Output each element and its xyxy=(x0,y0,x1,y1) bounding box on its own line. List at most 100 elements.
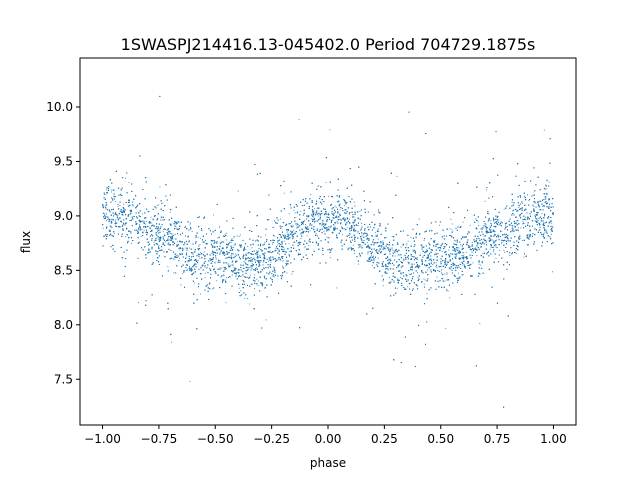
data-point xyxy=(259,261,261,263)
data-point xyxy=(344,228,346,230)
data-point xyxy=(536,202,538,204)
data-point xyxy=(268,219,270,221)
data-point xyxy=(396,175,398,177)
data-point xyxy=(540,200,542,202)
data-point xyxy=(303,219,305,221)
data-point xyxy=(305,231,307,233)
data-point xyxy=(533,201,534,203)
data-point xyxy=(123,203,125,205)
data-point xyxy=(238,287,240,289)
data-point xyxy=(119,211,121,213)
data-point xyxy=(177,255,179,257)
data-point xyxy=(370,258,372,260)
data-point xyxy=(298,252,300,254)
data-point xyxy=(552,271,554,273)
data-point xyxy=(105,193,107,195)
data-point xyxy=(442,242,444,244)
data-point xyxy=(416,257,418,259)
data-point xyxy=(474,247,476,249)
data-point xyxy=(372,256,374,258)
data-point xyxy=(435,262,437,264)
data-point xyxy=(543,232,545,234)
data-point xyxy=(497,236,499,238)
data-point xyxy=(518,206,520,208)
data-point xyxy=(219,260,221,262)
data-point xyxy=(385,237,387,239)
data-point xyxy=(463,254,465,256)
data-point xyxy=(367,253,369,255)
data-point xyxy=(394,255,396,257)
data-point xyxy=(490,220,492,222)
data-point xyxy=(282,246,284,248)
data-point xyxy=(428,260,430,262)
data-point xyxy=(450,218,452,220)
data-point xyxy=(263,258,265,260)
data-point xyxy=(336,215,338,217)
data-point xyxy=(153,219,155,221)
data-point xyxy=(163,234,165,236)
data-point xyxy=(488,239,490,241)
data-point xyxy=(104,216,106,218)
data-point xyxy=(151,222,153,224)
data-point xyxy=(144,220,146,222)
data-point xyxy=(360,229,362,231)
data-point xyxy=(314,222,316,224)
data-point xyxy=(390,258,392,260)
data-point xyxy=(252,260,254,262)
data-point xyxy=(231,241,233,243)
data-point xyxy=(410,236,412,238)
data-point xyxy=(269,250,271,252)
data-point xyxy=(414,253,416,255)
data-point xyxy=(488,213,490,215)
data-point xyxy=(229,257,231,259)
data-point xyxy=(444,273,446,275)
data-point xyxy=(527,194,528,196)
data-point xyxy=(490,229,492,231)
data-point xyxy=(183,248,185,250)
data-point xyxy=(352,227,354,229)
data-point xyxy=(457,277,459,279)
data-point xyxy=(281,246,283,248)
data-point xyxy=(245,263,247,265)
data-point xyxy=(288,213,290,215)
data-point xyxy=(279,218,281,220)
data-point xyxy=(544,205,546,207)
data-point xyxy=(189,380,191,382)
data-point xyxy=(293,229,295,231)
data-point xyxy=(303,230,305,232)
data-point xyxy=(191,230,193,232)
data-point xyxy=(306,235,308,237)
data-point xyxy=(115,201,117,203)
data-point xyxy=(407,286,409,288)
data-point xyxy=(546,185,548,187)
data-point xyxy=(204,265,206,267)
data-point xyxy=(436,276,438,278)
data-point xyxy=(177,241,179,243)
data-point xyxy=(192,253,194,255)
data-point xyxy=(284,234,286,236)
data-point xyxy=(545,229,547,231)
data-point xyxy=(382,240,384,242)
data-point xyxy=(167,266,169,268)
data-point xyxy=(204,272,206,274)
data-point xyxy=(298,119,300,121)
data-point xyxy=(426,248,428,250)
data-point xyxy=(331,213,333,215)
data-point xyxy=(353,223,355,225)
data-point xyxy=(520,227,522,229)
data-point xyxy=(238,235,240,237)
data-point xyxy=(490,222,492,224)
data-point xyxy=(268,250,270,252)
data-point xyxy=(440,248,442,250)
data-point xyxy=(159,186,161,188)
data-point xyxy=(328,248,330,250)
data-point xyxy=(291,273,293,275)
data-point xyxy=(268,260,270,262)
data-point xyxy=(260,271,262,273)
data-point xyxy=(247,298,249,300)
data-point xyxy=(167,243,169,245)
data-point xyxy=(391,235,393,237)
data-point xyxy=(247,269,249,271)
data-point xyxy=(143,221,145,223)
data-point xyxy=(231,274,233,276)
